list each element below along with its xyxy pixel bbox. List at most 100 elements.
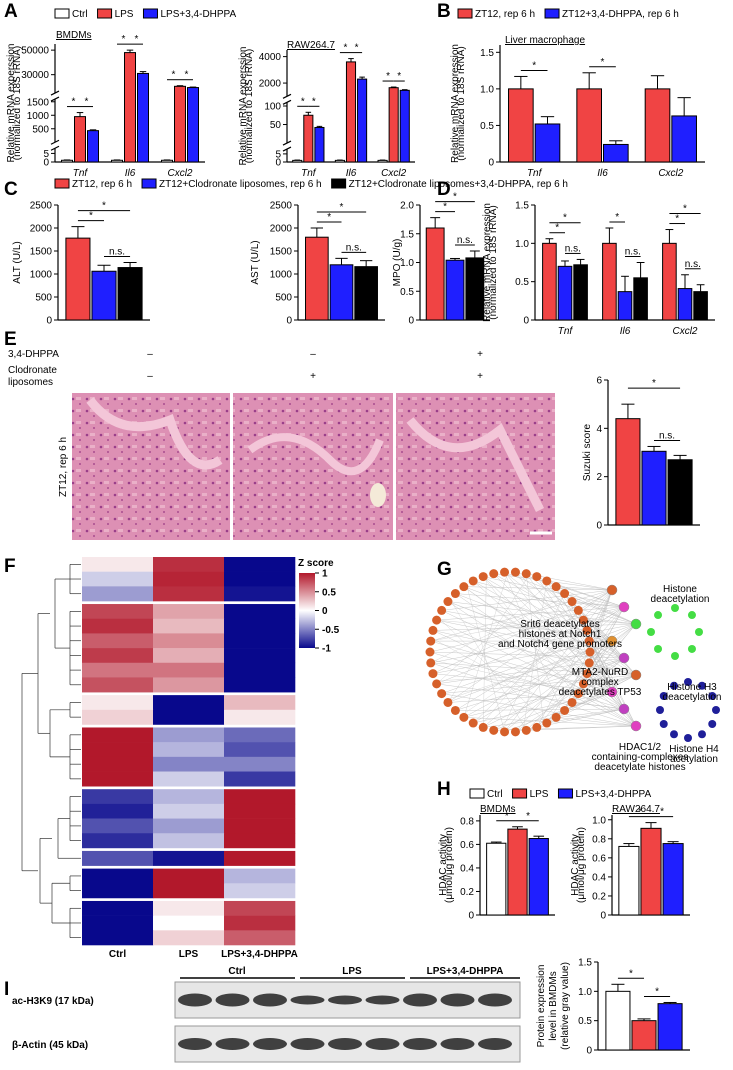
heatmap-cell: [153, 851, 224, 866]
legend-swatch: [558, 789, 572, 798]
blot-band: [253, 1038, 287, 1050]
y-tick-label: 0.8: [592, 834, 606, 845]
bar: [668, 460, 692, 525]
bar: [355, 267, 378, 320]
heatmap-cell: [82, 727, 153, 742]
network-node: [459, 713, 468, 722]
network-edge: [455, 594, 624, 607]
condition-mark: +: [477, 349, 483, 360]
heatmap-cell: [153, 757, 224, 772]
y-tick-label: 0.8: [460, 816, 474, 827]
significance-label: *: [102, 201, 106, 212]
row-label: Clodronate: [8, 365, 57, 376]
legend-label: ZT12, rep 6 h: [72, 179, 132, 190]
y-tick-label: 2000: [259, 79, 282, 90]
legend-label: LPS: [530, 789, 549, 800]
y-tick-label: 1500: [30, 247, 53, 258]
significance-label: *: [638, 807, 642, 818]
heatmap-cell: [224, 757, 295, 772]
y-axis-label: (normalized to 18S rRNA): [456, 46, 467, 160]
heatmap-cell: [224, 727, 295, 742]
network-node: [607, 585, 617, 595]
heatmap-cell: [153, 586, 224, 601]
y-tick-label: 2000: [30, 224, 53, 235]
significance-label: n.s.: [625, 247, 641, 258]
y-axis-label: (relative gray value): [560, 962, 571, 1050]
network-node: [532, 572, 541, 581]
condition-mark: –: [147, 349, 153, 360]
legend-label: Ctrl: [72, 9, 88, 20]
y-tick-label: 1500: [27, 97, 50, 108]
heatmap-cell: [153, 930, 224, 945]
bar: [641, 828, 661, 915]
heatmap-cell: [153, 869, 224, 884]
blot-band: [478, 994, 512, 1007]
significance-label: n.s.: [346, 242, 362, 253]
bar: [678, 289, 692, 320]
y-axis-label: ALT (U/L): [12, 241, 23, 283]
heatmap-cell: [224, 648, 295, 663]
network-node: [631, 670, 641, 680]
legend-label: ZT12+Clodronate liposomes, rep 6 h: [159, 179, 322, 190]
bar: [346, 62, 355, 162]
bar: [358, 79, 367, 162]
network-node: [532, 723, 541, 732]
colorbar-tick-label: -0.5: [322, 625, 340, 636]
bar: [335, 160, 344, 162]
network-node: [432, 679, 441, 688]
subtitle: RAW264.7: [612, 804, 660, 815]
y-axis-label: (μmol/μg protein): [444, 827, 455, 903]
panel-label: E: [4, 329, 17, 350]
significance-label: *: [629, 968, 633, 979]
heatmap-cell: [153, 648, 224, 663]
subtitle: Liver macrophage: [505, 35, 585, 46]
legend-label: LPS+3,4-DHPPA: [160, 9, 236, 20]
network-node: [437, 606, 446, 615]
heatmap-cell: [224, 742, 295, 757]
y-tick-label: 1.5: [400, 229, 414, 240]
y-tick-label: 0: [488, 158, 494, 169]
legend-label: LPS: [115, 9, 134, 20]
legend-swatch: [55, 9, 69, 18]
blot-band: [441, 1038, 475, 1050]
network-node: [695, 628, 703, 636]
heatmap-cell: [82, 557, 153, 572]
significance-label: n.s.: [565, 243, 581, 254]
heatmap-cell: [82, 804, 153, 819]
bar: [112, 160, 123, 162]
heatmap-cell: [153, 772, 224, 787]
y-tick-label: 30000: [21, 70, 49, 81]
network-node: [552, 582, 561, 591]
bar: [389, 88, 398, 162]
network-node: [654, 611, 662, 619]
heatmap-cell: [153, 677, 224, 692]
heatmap-cell: [82, 742, 153, 757]
y-tick-label: 0.4: [592, 872, 606, 883]
y-tick-label: 0: [46, 316, 52, 327]
blot-band: [178, 1038, 212, 1050]
network-node: [451, 589, 460, 598]
network-node: [426, 658, 435, 667]
y-tick-label: 0.5: [400, 287, 414, 298]
significance-label: *: [327, 212, 331, 223]
heatmap-cell: [153, 604, 224, 619]
panel-label: G: [437, 559, 452, 580]
bar: [663, 243, 677, 320]
heatmap-cell: [153, 804, 224, 819]
significance-label: *: [172, 70, 176, 81]
heatmap-cell: [224, 710, 295, 725]
blot-band: [403, 1038, 437, 1050]
y-tick-label: 0: [286, 316, 292, 327]
significance-label: *: [615, 212, 619, 223]
y-tick-label: 0.5: [480, 121, 494, 132]
y-tick-label: 0.6: [460, 840, 474, 851]
bar: [66, 238, 90, 320]
blot-row-label: ac-H3K9 (17 kDa): [12, 996, 94, 1007]
significance-label: *: [555, 223, 559, 234]
bar: [618, 292, 632, 320]
x-tick-label: Il6: [597, 168, 608, 179]
y-axis-label: Protein expression: [536, 965, 547, 1048]
legend-label: ZT12, rep 6 h: [475, 9, 535, 20]
legend-label: Ctrl: [487, 789, 503, 800]
bar: [509, 89, 534, 162]
